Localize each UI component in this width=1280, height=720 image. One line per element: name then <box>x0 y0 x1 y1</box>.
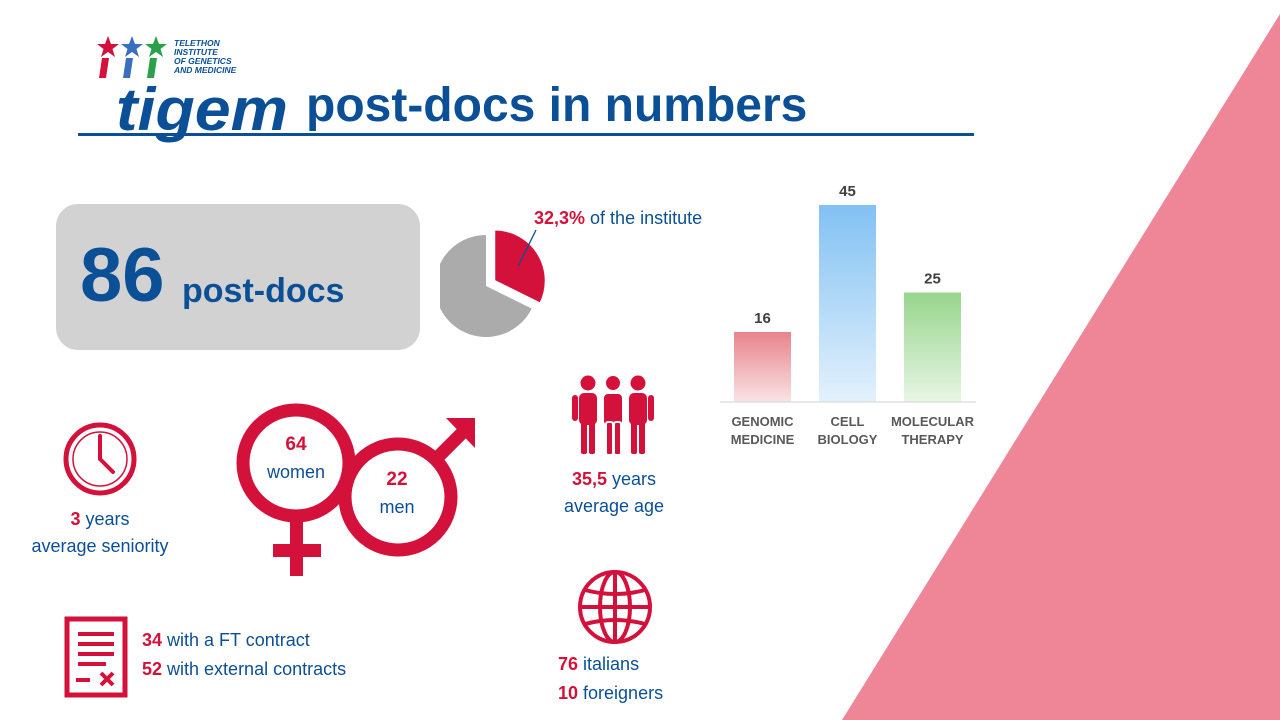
seniority-value: 3 <box>70 509 81 529</box>
logo-institute-line4: AND MEDICINE <box>173 65 237 75</box>
institute-share-pie <box>440 228 547 337</box>
share-suffix: of the institute <box>585 208 703 228</box>
age-value: 35,5 <box>571 469 607 489</box>
contract-icon <box>64 616 128 698</box>
tigem-logo: TELETHON INSTITUTE OF GENETICS AND MEDIC… <box>97 36 288 143</box>
total-postdocs-box <box>56 204 420 350</box>
pie-slice-postdocs <box>493 228 547 305</box>
bar-1 <box>819 205 876 402</box>
ft-label: with a FT contract <box>162 630 310 650</box>
external-label: with external contracts <box>162 659 347 679</box>
globe-icon <box>578 570 652 644</box>
foreigners-label: foreigners <box>578 683 664 703</box>
bar-value-label-1: 45 <box>839 183 856 200</box>
italians-count: 76 <box>558 654 579 674</box>
logo-institute-line3: OF GENETICS <box>174 56 232 66</box>
category-label-0-1: MEDICINE <box>731 432 795 447</box>
women-label: women <box>266 462 326 482</box>
category-label-2-1: THERAPY <box>901 432 963 447</box>
share-percent: 32,3% <box>534 208 586 228</box>
bar-2 <box>904 292 961 402</box>
total-postdocs-count: 86 <box>80 233 165 318</box>
age-unit: years <box>607 469 657 489</box>
bar-value-label-0: 16 <box>754 310 771 327</box>
category-label-2-0: MOLECULAR <box>891 414 975 429</box>
foreigners-count: 10 <box>558 683 579 703</box>
clock-icon <box>63 422 137 496</box>
contracts-stat: 34 with a FT contract 52 with external c… <box>142 626 346 684</box>
logo-institute-line1: TELETHON <box>174 38 221 48</box>
postdocs-by-program-chart: 16 GENOMIC MEDICINE 45 CELL BIOLOGY 25 MOLECULA… <box>720 183 976 447</box>
total-postdocs-unit: post-docs <box>182 272 345 310</box>
men-label: men <box>379 497 415 517</box>
age-label: average age <box>563 496 665 516</box>
logo-wordmark: tigem <box>116 76 288 143</box>
people-icon <box>572 374 654 456</box>
women-count: 64 <box>285 434 307 455</box>
pie-slice-rest <box>440 235 532 337</box>
external-count: 52 <box>142 659 163 679</box>
page-title: post-docs in numbers <box>306 79 808 132</box>
category-label-1-1: BIOLOGY <box>818 432 878 447</box>
gender-symbols-icon <box>236 403 475 576</box>
bar-0 <box>734 331 791 402</box>
pie-leader-line <box>517 229 537 267</box>
logo-institute-line2: INSTITUTE <box>174 47 218 57</box>
ft-count: 34 <box>142 630 163 650</box>
category-label-0-0: GENOMIC <box>731 414 794 429</box>
pie-label: 32,3% of the institute <box>534 208 702 229</box>
bar-value-label-2: 25 <box>924 271 941 288</box>
seniority-label: average seniority <box>31 536 169 556</box>
italians-label: italians <box>578 654 640 674</box>
title-underline <box>78 133 974 136</box>
age-stat: 35,5 years average age <box>534 466 694 520</box>
men-count: 22 <box>386 469 408 490</box>
nationality-stat: 76 italians 10 foreigners <box>558 650 663 708</box>
seniority-stat: 3 years average seniority <box>20 506 180 560</box>
category-label-1-0: CELL <box>831 414 865 429</box>
seniority-unit: years <box>80 509 130 529</box>
